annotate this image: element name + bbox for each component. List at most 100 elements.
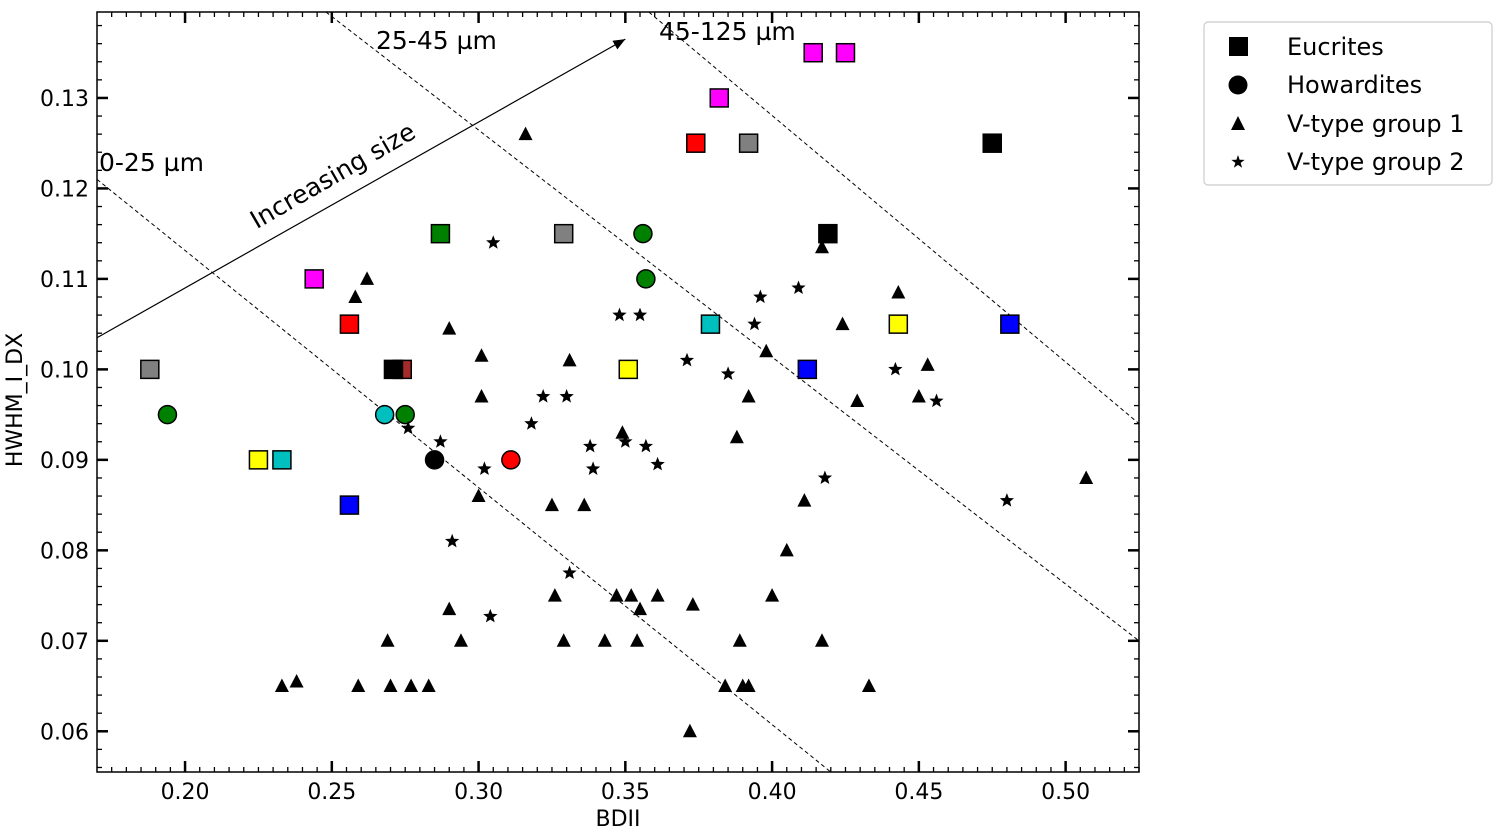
v-type-group-1-point [759,343,774,358]
region-label-25-45: 25-45 µm [376,26,497,55]
v-type-group-2-point [817,470,833,484]
v-type-group-1-point [404,678,419,693]
v-type-group-1-point [360,271,375,285]
legend-label-v-type-group-2: V-type group 2 [1287,148,1465,176]
v-type-group-1-point [597,633,612,647]
reference-lines [96,11,1140,773]
v-type-group-1-point [1079,470,1094,484]
y-tick-label: 0.06 [40,720,89,745]
v-type-group-1-point [911,389,926,403]
v-type-group-1-point [779,542,794,557]
legend-marker-circle [1228,75,1248,95]
v-type-group-1-point [850,393,865,408]
v-type-group-2-point [650,456,665,471]
v-type-group-1-point [741,389,756,403]
eucrite-point [797,359,818,380]
v-type-group-2-point [486,235,501,249]
x-tick-label: 0.30 [454,780,503,805]
v-type-group-1-point [615,425,630,439]
eucrite-point [700,314,721,334]
v-type-group-1-point [442,601,457,616]
v-type-group-1-point [547,588,562,602]
eucrite-point [248,450,269,470]
x-tick-label: 0.45 [894,780,943,805]
eucrite-point [835,42,856,63]
axis-tick-labels: 0.20 0.25 0.30 0.35 0.40 0.45 0.50 0.06 0.07 0.08… [40,87,1090,805]
v-type-group-2-point [445,533,460,548]
v-type-group-2-point [999,493,1014,507]
howardite-point [157,404,178,425]
v-type-group-1-point [797,493,812,507]
v-type-group-1-point [471,488,486,503]
v-type-group-1-point [442,321,457,335]
eucrite-point [618,359,639,380]
legend-label-v-type-group-1: V-type group 1 [1287,110,1465,138]
eucrite-point [553,223,574,244]
eucrite-point [738,133,759,153]
v-type-group-1-point [624,588,639,602]
x-tick-label: 0.40 [748,780,797,805]
eucrite-point [888,314,909,334]
legend-marker-triangle [1231,116,1245,130]
y-tick-label: 0.08 [40,539,89,564]
v-type-group-2-point [618,434,633,448]
v-type-group-2-point [753,289,768,304]
data-points [140,42,1094,738]
x-tick-label: 0.25 [307,780,356,805]
v-type-group-1-point [351,678,366,693]
y-tick-label: 0.10 [40,358,89,383]
v-type-group-1-point [630,633,645,647]
v-type-group-2-point [583,438,598,453]
v-type-group-1-point [577,497,592,512]
v-type-group-1-point [383,678,398,693]
arrow-shaft [96,38,626,339]
v-type-group-2-point [585,461,601,475]
v-type-group-2-point [632,307,648,322]
v-type-group-2-point [477,461,492,475]
region-label-45-125: 45-125 µm [659,17,796,46]
v-type-group-1-point [835,316,850,331]
v-type-group-2-point [638,438,653,453]
eucrite-point [1000,314,1020,334]
eucrite-point [803,42,823,63]
v-type-group-2-point [612,307,627,322]
v-type-group-1-point [348,289,363,303]
v-type-group-1-point [650,588,665,602]
v-type-group-1-point [814,633,829,647]
v-type-group-1-point [289,674,304,688]
x-axis-label: BDII [595,807,640,832]
v-type-group-1-point [732,633,747,647]
howardite-point [374,404,395,425]
reference-line [648,11,1140,425]
eucrite-point [982,133,1002,153]
size-arrow [96,38,626,339]
v-type-group-2-point [747,316,762,331]
eucrite-point [304,269,324,289]
v-type-group-2-point [562,565,577,579]
v-type-group-1-point [421,678,436,693]
v-type-group-1-point [718,678,733,693]
legend-marker-square [1229,37,1248,56]
howardite-point [424,450,445,470]
y-tick-label: 0.11 [40,268,89,293]
legend-label-eucrites: Eucrites [1287,33,1384,61]
v-type-group-1-point [544,497,559,512]
arrow-head [612,39,626,50]
v-type-group-1-point [682,723,697,738]
legend-label-howardites: Howardites [1287,71,1422,99]
howardite-point [633,223,653,244]
v-type-group-1-point [609,588,624,602]
howardite-point [395,404,415,425]
v-type-group-1-point [633,601,648,616]
v-type-group-1-point [685,597,700,611]
plot-frame [96,11,1140,773]
v-type-group-2-point [791,280,806,294]
v-type-group-1-point [891,284,906,299]
v-type-group-2-point [401,420,416,435]
v-type-group-1-point [861,678,876,693]
v-type-group-1-point [920,357,935,371]
region-label-0-25: 0-25 µm [99,148,204,177]
y-tick-label: 0.09 [40,449,89,474]
v-type-group-1-point [562,352,577,367]
v-type-group-1-point [474,348,489,362]
